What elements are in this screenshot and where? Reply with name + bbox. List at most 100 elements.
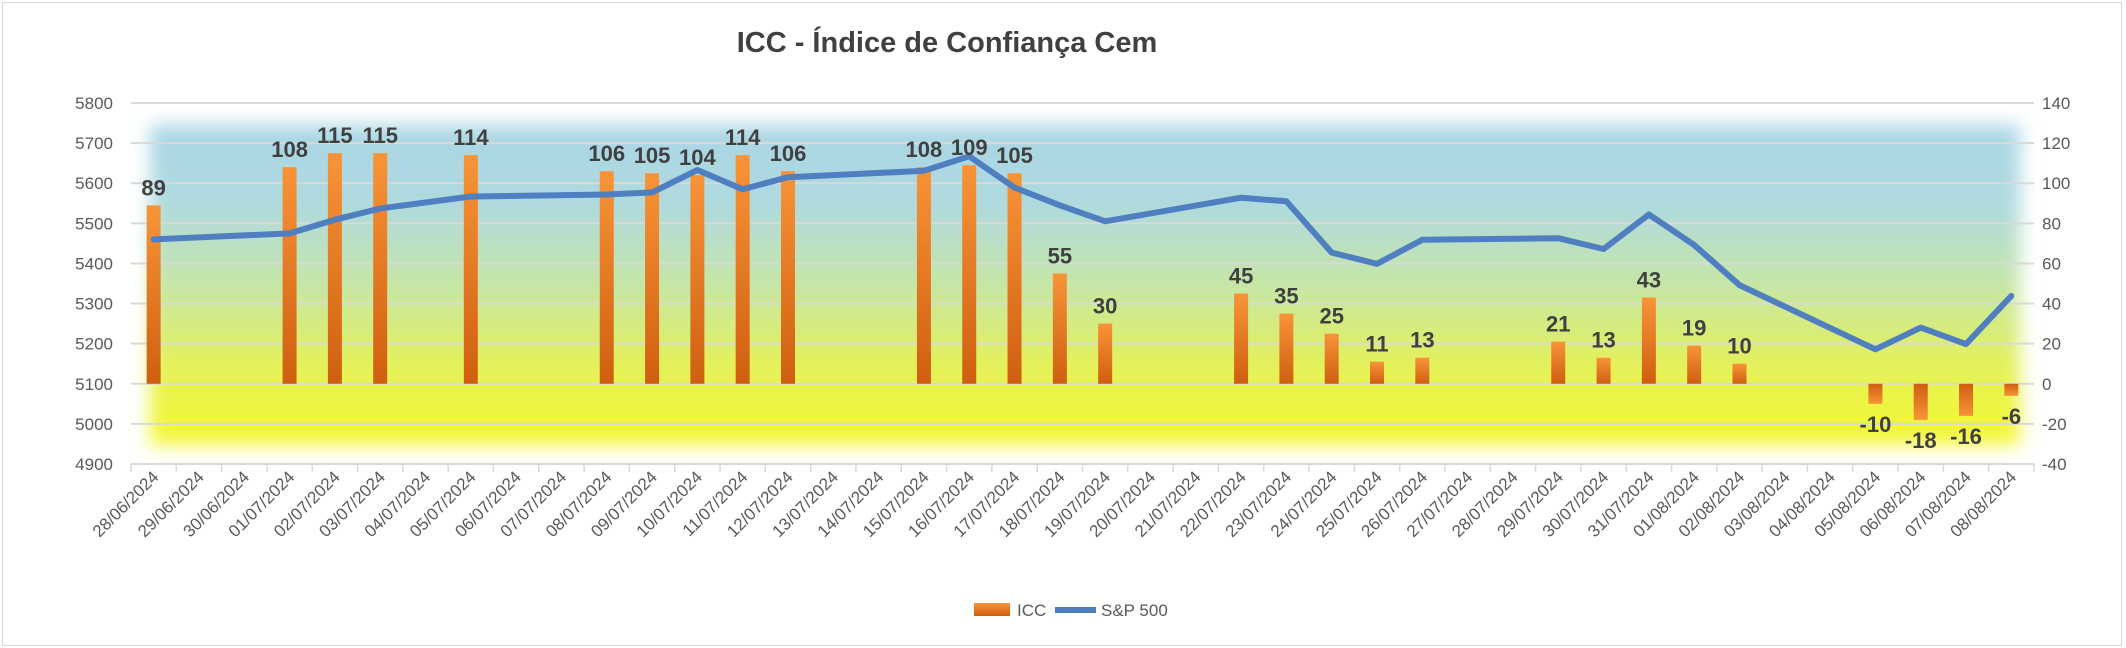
sp500-point — [1014, 187, 1016, 189]
icc-bar — [1324, 333, 1339, 384]
icc-bar — [780, 171, 795, 384]
left-axis-tick-label: 5400 — [75, 254, 113, 273]
icc-bar — [373, 153, 388, 384]
chart-title: ICC - Índice de Confiança Cem — [737, 25, 1158, 59]
icc-data-label: 106 — [588, 141, 625, 166]
left-axis-tick-label: 5300 — [75, 295, 113, 314]
icc-bar — [1596, 357, 1611, 384]
icc-data-label: 35 — [1274, 284, 1298, 309]
icc-bar — [1868, 383, 1883, 404]
icc-bar — [463, 155, 478, 384]
icc-bar — [1098, 323, 1113, 384]
sp500-point — [153, 238, 155, 240]
icc-bar — [1732, 363, 1747, 384]
right-axis-tick-label: 60 — [2042, 254, 2061, 273]
icc-bar — [1687, 345, 1702, 384]
icc-data-label: 105 — [996, 143, 1033, 168]
sp500-point — [1920, 327, 1922, 329]
icc-bar — [2004, 383, 2019, 396]
icc-bar — [645, 173, 660, 384]
icc-data-label: 105 — [634, 143, 671, 168]
sp500-point — [696, 169, 698, 171]
right-axis-tick-label: 100 — [2042, 174, 2070, 193]
icc-data-label: 109 — [951, 135, 988, 160]
icc-data-label: 114 — [453, 125, 489, 150]
icc-data-label: 13 — [1410, 328, 1434, 353]
legend-label-sp500: S&P 500 — [1101, 601, 1168, 620]
icc-bar — [599, 171, 614, 384]
icc-data-label: 19 — [1682, 316, 1706, 341]
sp500-point — [1603, 248, 1605, 250]
sp500-point — [1376, 263, 1378, 265]
sp500-point — [606, 193, 608, 195]
icc-data-label: 10 — [1727, 334, 1751, 359]
icc-data-label: 108 — [906, 137, 943, 162]
icc-bar — [327, 153, 342, 384]
icc-bar — [1415, 357, 1430, 384]
left-axis-tick-label: 5200 — [75, 335, 113, 354]
sp500-point — [1965, 343, 1967, 345]
right-axis-tick-label: 80 — [2042, 214, 2061, 233]
icc-bar — [1007, 173, 1022, 384]
left-axis-tick-label: 5000 — [75, 415, 113, 434]
left-axis-tick-label: 5700 — [75, 134, 113, 153]
left-axis-tick-label: 5800 — [75, 94, 113, 113]
sp500-point — [379, 207, 381, 209]
icc-data-label: 13 — [1591, 328, 1615, 353]
icc-data-label: -10 — [1860, 412, 1892, 437]
sp500-point — [1738, 284, 1740, 286]
right-axis-tick-label: 40 — [2042, 295, 2061, 314]
icc-data-label: 43 — [1637, 268, 1661, 293]
icc-bar — [1959, 383, 1974, 416]
icc-data-label: 114 — [725, 125, 761, 150]
icc-bar — [916, 167, 931, 384]
left-axis-tick-label: 5500 — [75, 214, 113, 233]
icc-bar — [1913, 383, 1928, 420]
icc-bar — [1234, 293, 1249, 384]
sp500-point — [1648, 214, 1650, 216]
sp500-point — [1240, 197, 1242, 199]
icc-bar — [690, 175, 705, 384]
icc-data-label: 108 — [271, 137, 308, 162]
icc-bar — [1052, 273, 1067, 384]
left-axis-tick-label: 5100 — [75, 375, 113, 394]
icc-data-label: 115 — [362, 123, 398, 148]
icc-data-label: 30 — [1093, 294, 1117, 319]
legend: ICC S&P 500 — [974, 601, 1168, 620]
right-axis-tick-label: -40 — [2042, 455, 2067, 474]
icc-data-label: 25 — [1319, 304, 1343, 329]
sp500-point — [923, 170, 925, 172]
icc-bar — [735, 155, 750, 384]
right-axis-tick-label: -20 — [2042, 415, 2067, 434]
right-axis-tick-label: 120 — [2042, 134, 2070, 153]
icc-data-label: -18 — [1905, 428, 1937, 453]
left-axis-tick-label: 4900 — [75, 455, 113, 474]
right-axis-tick-label: 0 — [2042, 375, 2051, 394]
icc-data-label: 89 — [141, 175, 165, 200]
sp500-point — [1421, 239, 1423, 241]
icc-data-label: 106 — [770, 141, 807, 166]
left-axis-tick-label: 5600 — [75, 174, 113, 193]
sp500-point — [651, 191, 653, 193]
icc-data-label: 45 — [1229, 264, 1253, 289]
sp500-point — [968, 155, 970, 157]
icc-bar — [1641, 297, 1656, 384]
sp500-point — [1693, 244, 1695, 246]
icc-data-label: -16 — [1950, 424, 1982, 449]
sp500-point — [289, 232, 291, 234]
icc-bar — [282, 167, 297, 384]
icc-bar — [1551, 341, 1566, 384]
icc-bar — [1370, 361, 1385, 384]
icc-data-label: 21 — [1546, 312, 1570, 337]
sp500-point — [1059, 204, 1061, 206]
icc-data-label: 11 — [1365, 332, 1388, 357]
legend-swatch-icc — [974, 603, 1010, 616]
sp500-point — [742, 188, 744, 190]
sp500-point — [1104, 220, 1106, 222]
legend-label-icc: ICC — [1017, 601, 1046, 620]
sp500-point — [787, 176, 789, 178]
sp500-point — [1874, 348, 1876, 350]
